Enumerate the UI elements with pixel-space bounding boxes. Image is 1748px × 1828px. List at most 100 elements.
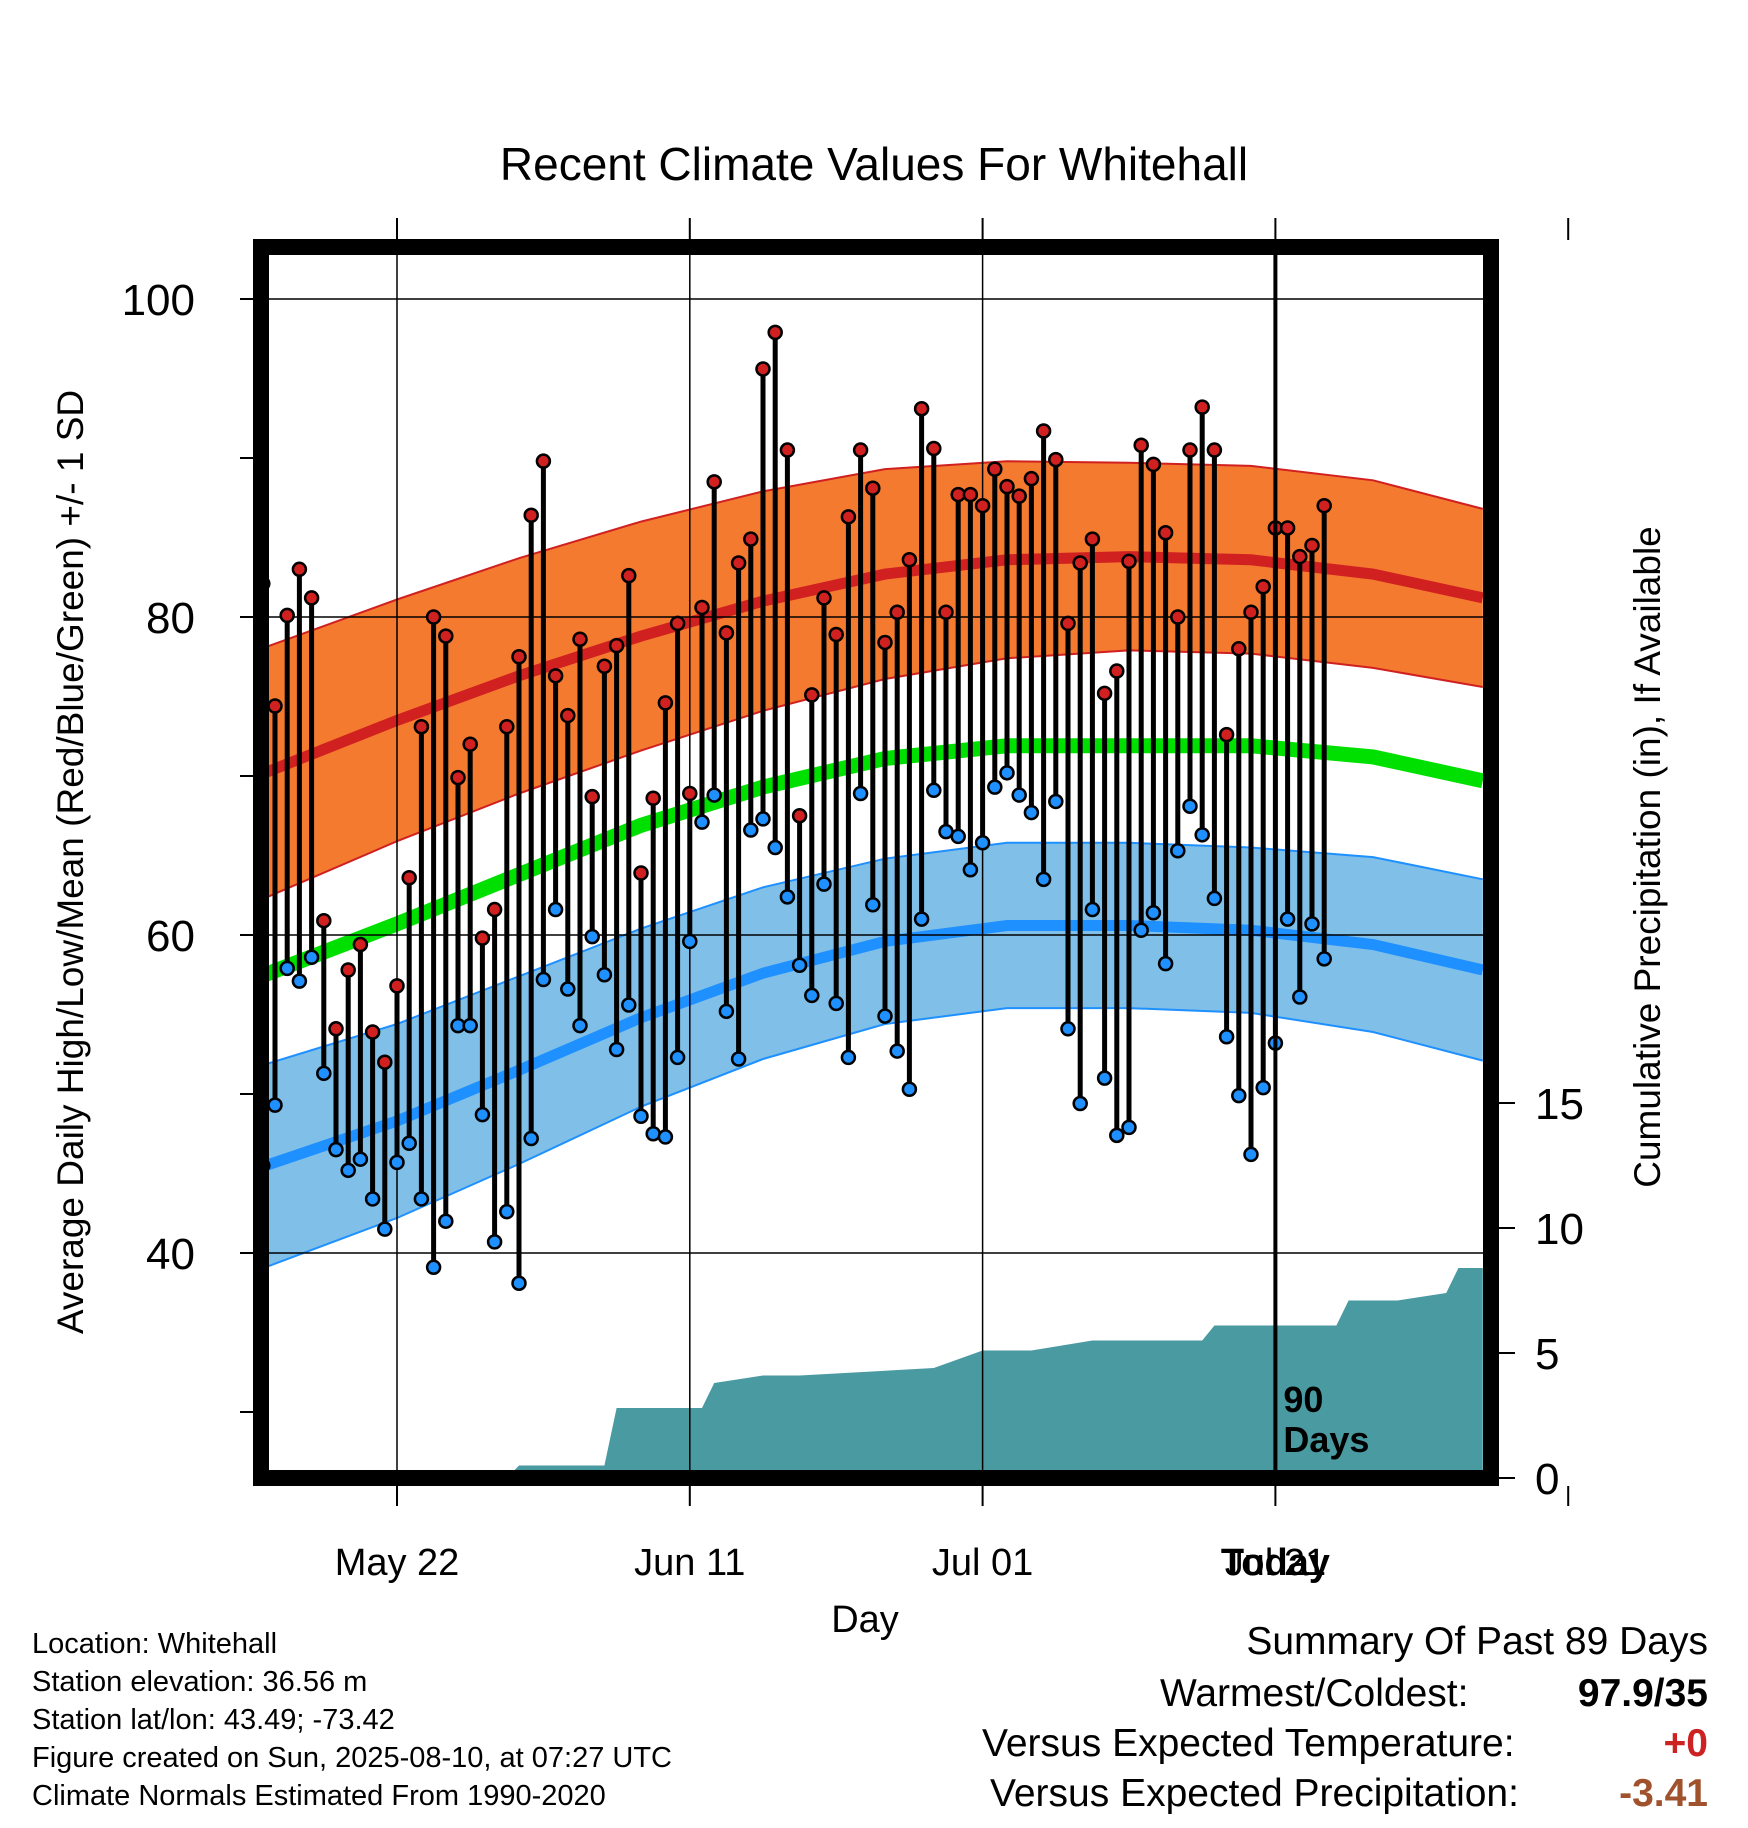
daily-high-point — [596, 658, 613, 675]
daily-low-point — [913, 911, 930, 927]
summary-title: Summary Of Past 89 Days — [1246, 1620, 1708, 1663]
daily-low-point — [767, 839, 783, 856]
y2-tick-label: 15 — [1535, 1080, 1584, 1129]
daily-high-point — [474, 930, 491, 946]
daily-high-point — [523, 507, 539, 523]
info-latlon: Station lat/lon: 43.49; -73.42 — [32, 1704, 395, 1736]
daily-low-point — [682, 933, 698, 950]
summary-precip-value: -3.41 — [1619, 1772, 1708, 1815]
daily-low-point — [1182, 798, 1198, 814]
daily-low-point — [608, 1041, 625, 1058]
info-location: Location: Whitehall — [32, 1628, 278, 1660]
daily-low-point — [1231, 1087, 1247, 1104]
daily-high-point — [1072, 555, 1088, 571]
daily-high-point — [608, 637, 625, 654]
daily-high-point — [572, 631, 588, 648]
daily-low-point — [486, 1234, 503, 1250]
y-axis-title: Average Daily High/Low/Mean (Red/Blue/Gr… — [50, 390, 91, 1334]
daily-high-point — [718, 625, 735, 641]
daily-low-point — [852, 785, 869, 802]
daily-low-point — [401, 1135, 417, 1152]
daily-low-point — [791, 957, 808, 973]
daily-high-point — [828, 626, 844, 643]
daily-high-point — [486, 901, 503, 918]
daily-high-point — [633, 865, 649, 881]
daily-low-point — [572, 1017, 588, 1034]
daily-low-point — [816, 876, 832, 892]
daily-low-point — [889, 1043, 905, 1059]
daily-high-point — [291, 561, 308, 578]
daily-low-point — [730, 1051, 747, 1067]
daily-high-point — [755, 361, 771, 377]
low-sd-band — [261, 842, 1483, 1269]
daily-low-point — [840, 1049, 857, 1066]
daily-low-point — [633, 1108, 649, 1125]
y2-tick-label: 5 — [1535, 1330, 1559, 1379]
low-lower-edge — [261, 1007, 1484, 1270]
daily-low-point — [1060, 1021, 1076, 1037]
daily-low-point — [1023, 804, 1040, 821]
daily-low-point — [1096, 1070, 1113, 1086]
daily-low-point — [1279, 911, 1296, 927]
daily-high-point — [1157, 524, 1174, 541]
daily-high-point — [999, 478, 1015, 495]
daily-high-point — [657, 695, 674, 711]
daily-low-point — [389, 1154, 405, 1171]
daily-high-point — [1011, 488, 1027, 504]
summary-temp-label: Versus Expected Temperature: — [982, 1722, 1515, 1765]
daily-low-point — [1157, 955, 1174, 972]
daily-high-point — [877, 634, 893, 651]
daily-high-point — [352, 936, 369, 953]
daily-low-point — [303, 949, 320, 966]
daily-low-point — [999, 765, 1015, 781]
daily-high-point — [1255, 579, 1271, 595]
precip-area — [397, 1268, 1483, 1478]
daily-high-point — [974, 497, 991, 514]
daily-low-point — [1133, 922, 1149, 938]
daily-low-point — [291, 973, 308, 989]
daily-high-point — [1060, 615, 1076, 632]
daily-high-point — [1218, 726, 1235, 743]
today-marker-label-2: Days — [1283, 1419, 1369, 1460]
y-tick-label: 100 — [122, 276, 195, 325]
summary-warmest-label: Warmest/Coldest: — [1160, 1672, 1469, 1715]
daily-high-point — [1096, 685, 1113, 702]
daily-low-point — [328, 1141, 344, 1158]
daily-high-point — [816, 590, 832, 606]
daily-low-point — [779, 889, 796, 905]
daily-low-point — [1109, 1127, 1125, 1144]
daily-high-point — [377, 1054, 393, 1070]
daily-low-point — [706, 787, 722, 803]
x-tick-label-today: Today — [1221, 1542, 1330, 1584]
daily-low-point — [1304, 916, 1320, 932]
daily-high-point — [303, 590, 320, 606]
daily-low-point — [438, 1213, 454, 1229]
daily-low-point — [377, 1221, 393, 1237]
daily-high-point — [413, 718, 430, 735]
daily-low-point — [535, 971, 552, 988]
summary-precip-label: Versus Expected Precipitation: — [990, 1772, 1519, 1815]
daily-low-point — [1072, 1095, 1088, 1112]
daily-high-point — [1084, 531, 1101, 547]
y2-tick-label: 0 — [1535, 1455, 1559, 1504]
daily-high-point — [852, 442, 869, 458]
daily-low-point — [1292, 989, 1308, 1005]
daily-low-point — [718, 1003, 735, 1020]
daily-high-point — [730, 555, 747, 571]
daily-high-point — [694, 599, 710, 616]
daily-low-point — [1084, 901, 1101, 918]
y-tick-label: 80 — [146, 594, 195, 643]
daily-low-point — [596, 967, 613, 983]
x-tick-label: May 22 — [335, 1542, 460, 1584]
x-axis-title: Day — [831, 1599, 899, 1641]
chart-title: Recent Climate Values For Whitehall — [500, 138, 1248, 190]
normal-high-line — [261, 551, 1484, 781]
daily-high-point — [1243, 604, 1259, 620]
daily-low-point — [364, 1191, 381, 1207]
daily-low-point — [1194, 827, 1210, 843]
daily-low-point — [511, 1275, 527, 1291]
daily-high-point — [1133, 437, 1149, 454]
